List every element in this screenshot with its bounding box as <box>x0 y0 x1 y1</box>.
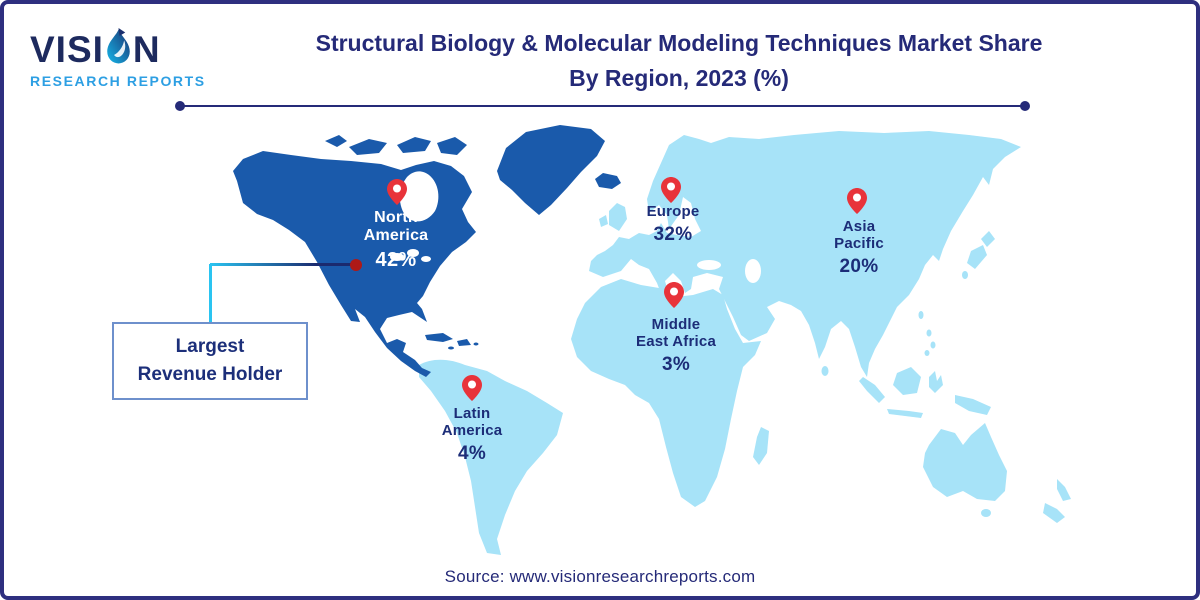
source-text: Source: www.visionresearchreports.com <box>444 567 756 586</box>
location-pin-icon-europe <box>661 177 681 203</box>
label-europe-line1: Europe <box>646 203 700 220</box>
value-middle-east-africa: 3% <box>661 354 691 376</box>
region-africa <box>571 279 761 507</box>
label-latin-america: Latin America 4% <box>407 405 537 465</box>
chart-title-line1: Structural Biology & Molecular Modeling … <box>315 30 1043 56</box>
water-cutouts <box>390 171 761 283</box>
value-latin-america: 4% <box>457 443 487 465</box>
brand-text-suffix: N <box>132 28 161 70</box>
callout-marker-dot <box>350 259 362 271</box>
brand-tagline: RESEARCH REPORTS <box>30 73 206 89</box>
location-pin-icon-asia-pacific <box>847 188 867 214</box>
label-middle-east-africa: Middle East Africa 3% <box>601 316 751 376</box>
label-north-america-line1: North <box>374 209 418 226</box>
label-europe: Europe 32% <box>608 203 738 246</box>
location-pin-icon-north-america <box>387 179 407 205</box>
label-north-america: North America 42% <box>331 209 461 272</box>
value-asia-pacific: 20% <box>839 256 879 278</box>
label-asia-pacific: Asia Pacific 20% <box>794 218 924 278</box>
brand-logo: VISI N RESEARCH REPORTS <box>30 26 220 89</box>
label-asia-pacific-line1: Asia <box>842 218 876 235</box>
label-north-america-line2: America <box>363 227 429 245</box>
value-europe: 32% <box>653 224 693 246</box>
label-latin-america-line2: America <box>441 422 503 440</box>
callout-connector-horizontal <box>210 263 352 266</box>
label-middle-east-africa-line1: Middle <box>651 316 701 333</box>
title-divider-line <box>175 101 1030 111</box>
region-greenland <box>497 125 605 215</box>
base-regions <box>419 131 1071 555</box>
chart-title: Structural Biology & Molecular Modeling … <box>204 26 1154 95</box>
location-pin-icon-latin-america <box>462 375 482 401</box>
label-middle-east-africa-line2: East Africa <box>635 333 716 351</box>
water-drop-icon <box>107 28 130 64</box>
region-south-america <box>419 359 563 555</box>
label-latin-america-line1: Latin <box>453 405 491 422</box>
brand-text-prefix: VISI <box>30 28 104 70</box>
region-australia <box>923 423 1007 501</box>
region-eurasia <box>589 131 1021 377</box>
largest-revenue-callout: Largest Revenue Holder <box>112 322 308 400</box>
brand-wordmark: VISI N <box>30 26 220 72</box>
callout-connector-vertical <box>209 264 212 322</box>
callout-line2: Revenue Holder <box>137 364 283 385</box>
callout-line1: Largest <box>175 335 245 357</box>
chart-title-line2: By Region, 2023 (%) <box>569 64 789 91</box>
value-north-america: 42% <box>375 249 417 272</box>
label-asia-pacific-line2: Pacific <box>834 235 884 253</box>
location-pin-icon-middle-east-africa <box>664 282 684 308</box>
